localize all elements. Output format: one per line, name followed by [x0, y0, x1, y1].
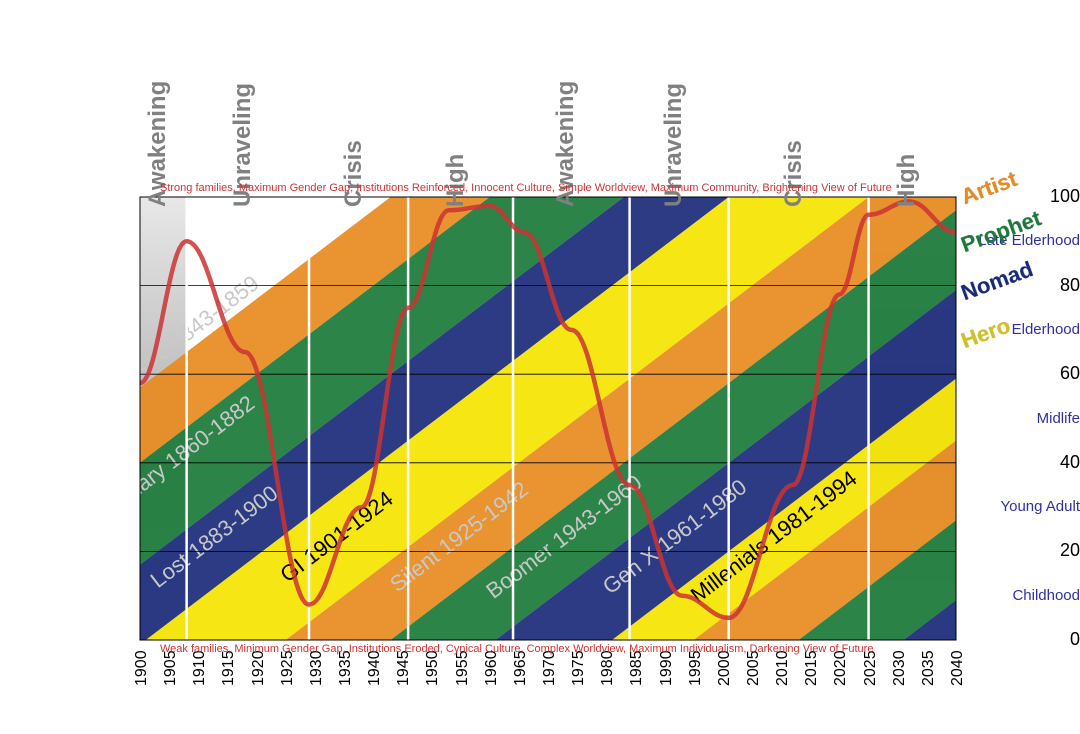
archetype-label: Prophet [958, 205, 1045, 258]
x-tick-label: 2020 [832, 650, 850, 686]
x-tick-label: 2030 [891, 650, 909, 686]
y-tick-label: 40 [952, 452, 1080, 473]
top-caption: Strong families, Maximum Gender Gap, Ins… [160, 182, 892, 194]
x-tick-label: 1990 [658, 650, 676, 686]
x-tick-label: 1970 [541, 650, 559, 686]
x-tick-label: 1915 [220, 650, 238, 686]
x-tick-label: 1960 [483, 650, 501, 686]
turning-label: Crisis [780, 140, 808, 207]
x-tick-label: 1930 [308, 650, 326, 686]
turning-label: High [442, 154, 470, 207]
x-tick-label: 1920 [250, 650, 268, 686]
x-tick-label: 2015 [803, 650, 821, 686]
x-tick-label: 1910 [191, 650, 209, 686]
x-tick-label: 1985 [628, 650, 646, 686]
x-tick-label: 1965 [512, 650, 530, 686]
x-tick-label: 1955 [454, 650, 472, 686]
x-tick-label: 1905 [162, 650, 180, 686]
x-tick-label: 2010 [774, 650, 792, 686]
y-tick-label: 0 [952, 629, 1080, 650]
life-stage-label: Childhood [958, 587, 1080, 604]
y-tick-label: 20 [952, 540, 1080, 561]
x-tick-label: 2025 [862, 650, 880, 686]
archetype-label: Nomad [958, 256, 1037, 306]
turning-label: Crisis [340, 140, 368, 207]
x-tick-label: 2005 [745, 650, 763, 686]
plot-area: Progressive 1843-1859Missionary 1860-188… [140, 197, 956, 640]
x-tick-label: 1935 [337, 650, 355, 686]
x-tick-label: 1940 [366, 650, 384, 686]
x-tick-label: 1995 [687, 650, 705, 686]
turning-label: High [893, 154, 921, 207]
generational-chart: Progressive 1843-1859Missionary 1860-188… [0, 0, 1080, 734]
x-tick-label: 2035 [920, 650, 938, 686]
x-tick-label: 1945 [395, 650, 413, 686]
x-tick-label: 1950 [424, 650, 442, 686]
life-stage-label: Young Adult [958, 498, 1080, 515]
x-tick-label: 1980 [599, 650, 617, 686]
x-tick-label: 1900 [133, 650, 151, 686]
y-tick-label: 60 [952, 363, 1080, 384]
bottom-caption: Weak families, Minimum Gender Gap, Insti… [160, 643, 873, 655]
x-tick-label: 1975 [570, 650, 588, 686]
x-tick-label: 2040 [949, 650, 967, 686]
archetype-label: Hero [958, 313, 1014, 355]
x-tick-label: 1925 [279, 650, 297, 686]
life-stage-label: Midlife [958, 410, 1080, 427]
x-tick-label: 2000 [716, 650, 734, 686]
